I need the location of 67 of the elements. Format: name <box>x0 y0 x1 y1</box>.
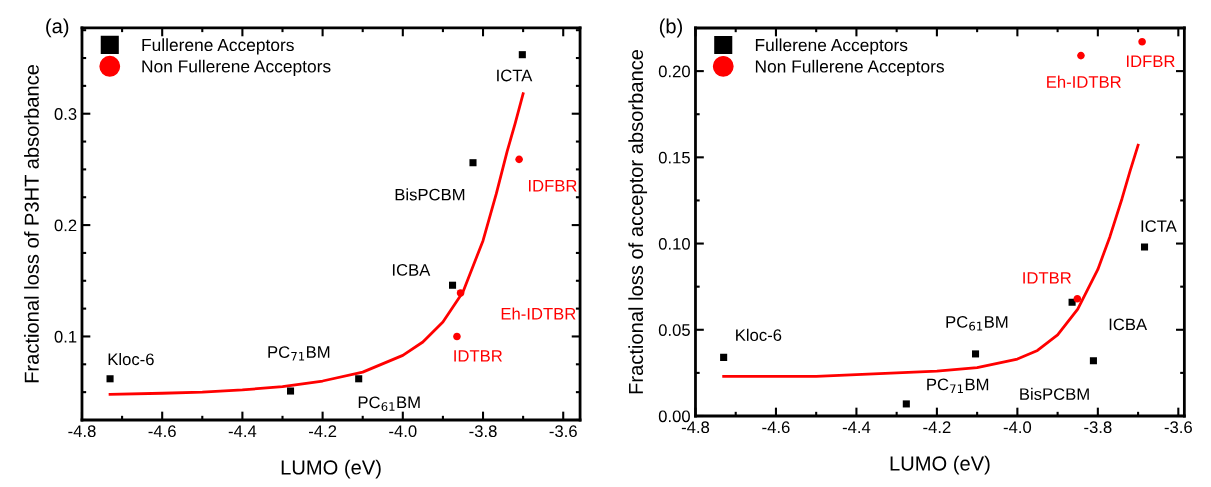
x-tick-label: -4.6 <box>762 421 790 434</box>
point <box>286 387 295 395</box>
y-axis-title: Fractional loss of P3HT absorbance <box>24 64 39 383</box>
x-tick-label: -3.6 <box>1164 421 1192 434</box>
y-tick-label: 0.3 <box>54 108 77 120</box>
x-tick-label: -4.0 <box>1003 421 1032 434</box>
point <box>971 350 980 358</box>
x-tick-label: -4.4 <box>842 421 871 433</box>
point <box>355 375 363 383</box>
annotation: ICTA <box>1141 220 1177 233</box>
annotation: IDFBR <box>528 180 577 192</box>
annotation: Eh-IDTBR <box>501 307 576 320</box>
annotation: PC$_{71}$BM <box>927 378 989 393</box>
y-tick-label: 0.20 <box>658 65 690 78</box>
point <box>720 353 728 361</box>
annotation: ICBA <box>1109 318 1148 331</box>
legend-label: Non Fullerene Acceptors <box>755 59 944 76</box>
annotation: IDTBR <box>1023 272 1071 284</box>
legend-label: Non Fullerene Acceptors <box>142 59 331 76</box>
annotation: BisPCBM <box>395 188 465 201</box>
y-axis-title: Fractional loss of acceptor absorbance <box>628 49 648 394</box>
y-tick-label: 0.15 <box>658 151 690 164</box>
y-tick-label: 0.2 <box>54 219 77 232</box>
y-tick-label: 0.05 <box>658 324 690 336</box>
point <box>1140 243 1149 251</box>
point <box>106 375 114 383</box>
x-tick-label: -4.0 <box>389 425 417 438</box>
annotation: IDFBR <box>1126 55 1175 67</box>
annotation: IDTBR <box>454 350 503 362</box>
legend-label: Fullerene Acceptors <box>142 38 294 55</box>
x-tick-label: -4.8 <box>681 421 710 434</box>
point <box>902 400 910 408</box>
point <box>515 155 523 164</box>
annotation: ICTA <box>497 69 533 82</box>
x-tick-label: -4.6 <box>148 425 176 438</box>
x-tick-label: -3.8 <box>1084 421 1112 434</box>
y-tick-label: 0.10 <box>658 237 690 250</box>
x-axis-title: LUMO (eV) <box>281 459 381 479</box>
x-axis-title: LUMO (eV) <box>890 455 990 475</box>
annotation: ICBA <box>392 264 431 276</box>
legend-label: Fullerene Acceptors <box>755 38 908 55</box>
point <box>1077 51 1085 60</box>
y-tick-label: 0.00 <box>658 410 690 423</box>
x-tick-label: -3.8 <box>469 425 497 438</box>
annotation: PC$_{61}$BM <box>358 396 420 411</box>
annotation: PC$_{71}$BM <box>268 346 330 361</box>
point <box>469 159 477 167</box>
x-tick-label: -4.8 <box>68 425 96 438</box>
annotation: Kloc-6 <box>736 328 782 342</box>
x-tick-label: -4.2 <box>923 421 951 433</box>
point <box>1089 357 1097 365</box>
annotation: Kloc-6 <box>108 352 154 366</box>
point <box>1138 37 1146 46</box>
point <box>456 289 465 297</box>
chart-title: (b) <box>659 18 683 38</box>
annotation: PC$_{61}$BM <box>946 316 1008 331</box>
point <box>518 51 526 59</box>
y-tick-label: 0.1 <box>54 330 77 343</box>
x-tick-label: -4.2 <box>308 425 337 437</box>
point <box>453 332 461 341</box>
annotation: Eh-IDTBR <box>1047 75 1121 88</box>
chart-title: (a) <box>46 18 69 38</box>
point <box>449 281 457 289</box>
point <box>1073 294 1082 303</box>
x-tick-label: -3.6 <box>549 425 577 438</box>
annotation: BisPCBM <box>1020 387 1089 401</box>
x-tick-label: -4.4 <box>228 425 257 437</box>
